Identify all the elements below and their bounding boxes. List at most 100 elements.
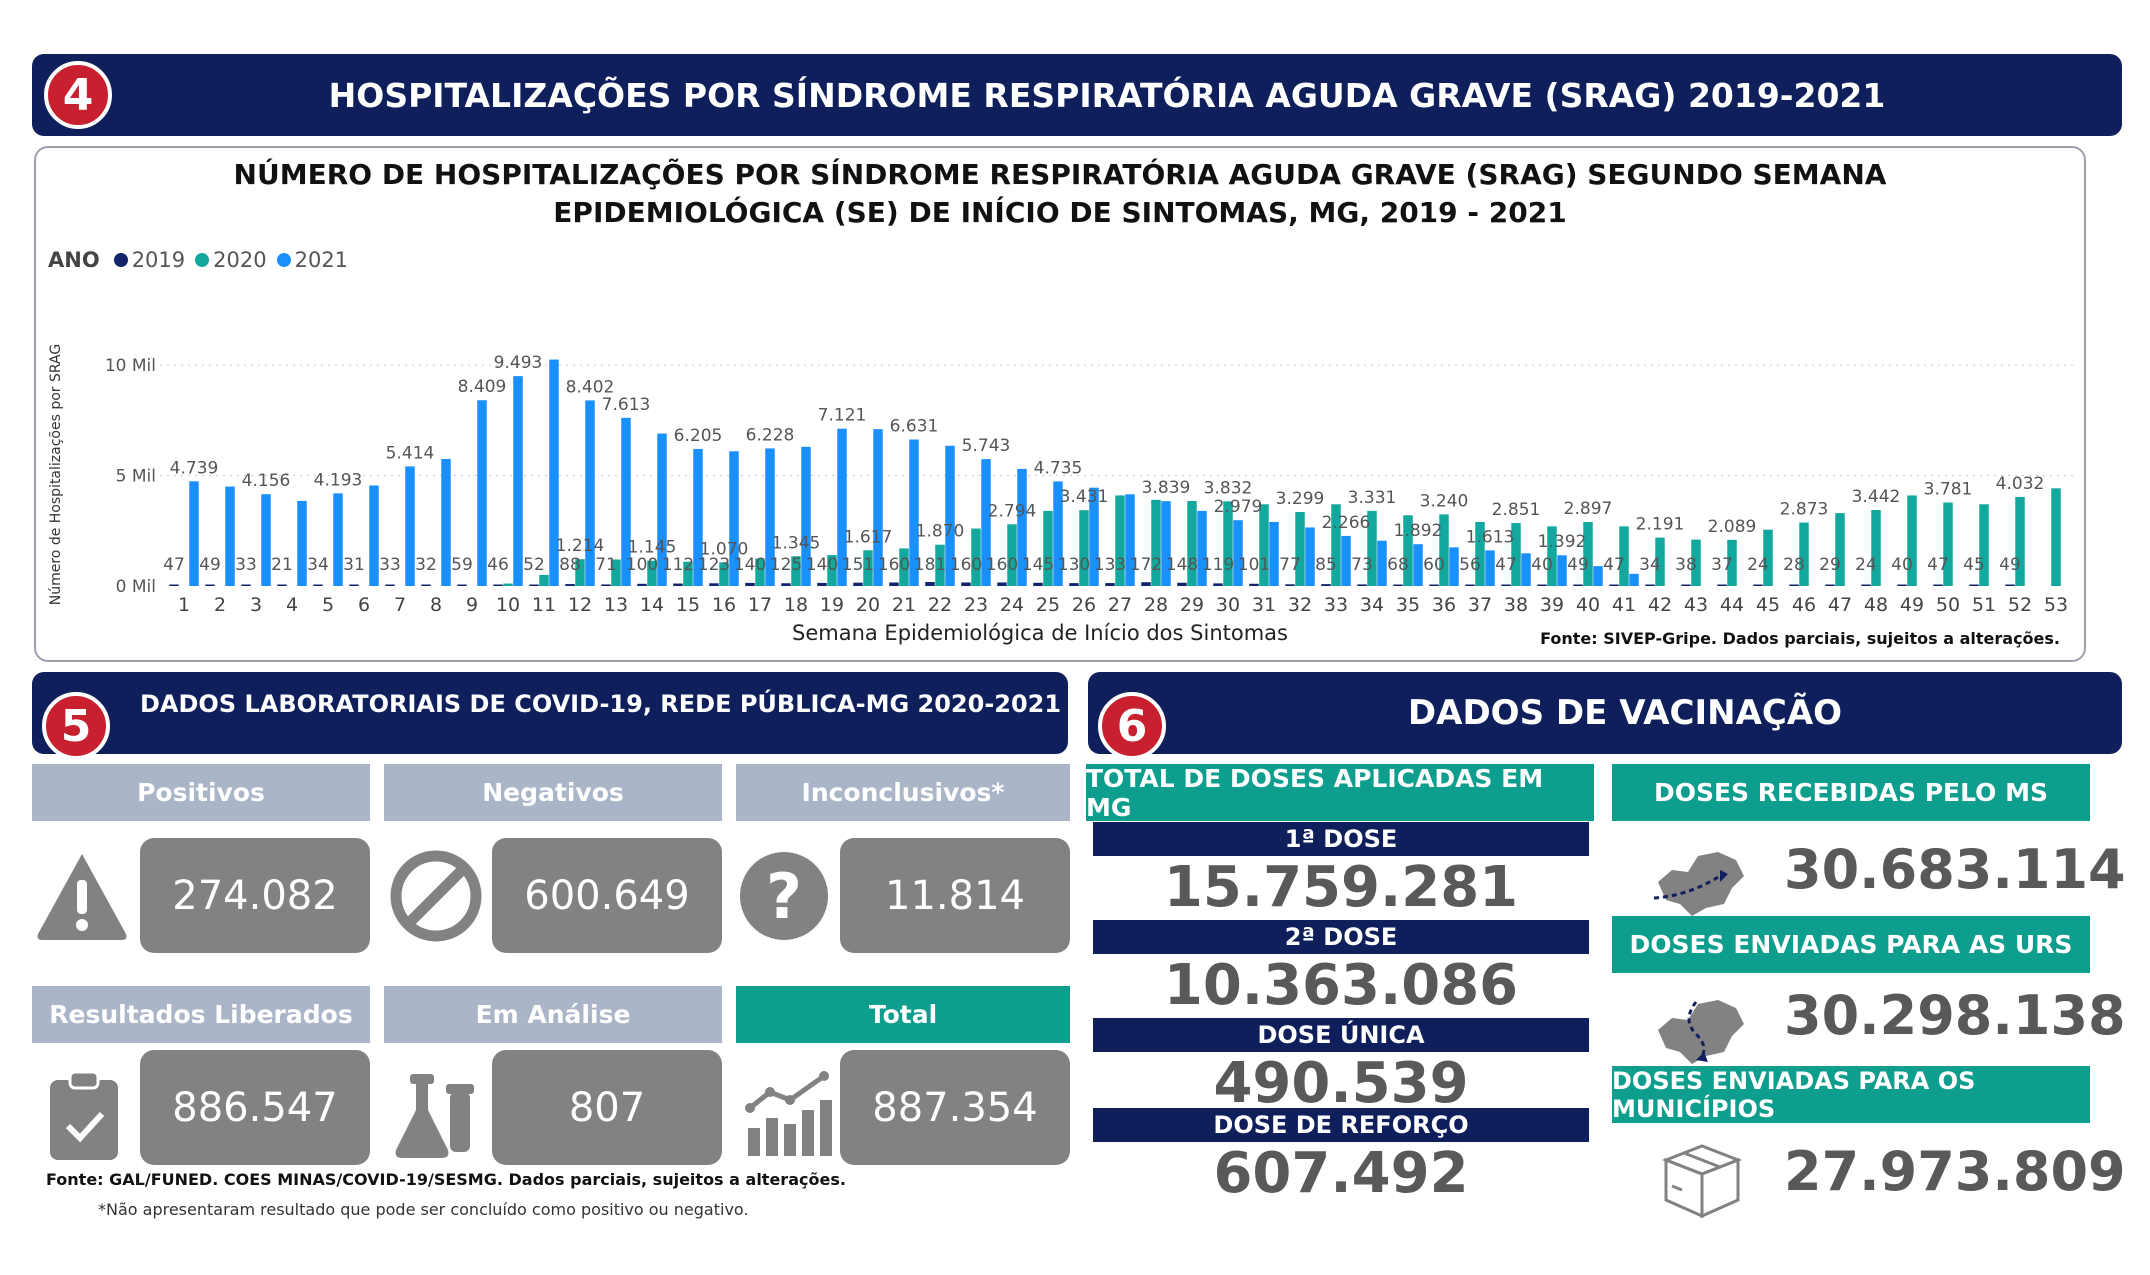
bar-2020-week-46 <box>1799 522 1809 586</box>
bar-2020-week-32 <box>1295 511 1305 586</box>
prohibited-icon <box>390 850 482 942</box>
bar-2019-week-37 <box>1465 584 1475 586</box>
doses-recebidas-header: DOSES RECEBIDAS PELO MS <box>1612 764 2090 821</box>
data-label-2019-week-5: 34 <box>307 555 329 575</box>
bar-2021-week-5 <box>333 493 343 586</box>
data-label-2019-week-17: 140 <box>734 555 766 575</box>
data-label-2021-week-17: 6.228 <box>746 425 795 445</box>
bar-2021-week-4 <box>297 500 307 586</box>
data-label-2019-week-2: 49 <box>199 555 221 575</box>
bar-2019-week-31 <box>1249 583 1259 586</box>
bar-2019-week-20 <box>853 582 863 586</box>
x-tick-label: 5 <box>322 594 334 616</box>
svg-text:?: ? <box>766 860 802 933</box>
y-tick-label: 10 Mil <box>105 356 156 376</box>
x-tick-label: 43 <box>1684 594 1708 616</box>
bar-2019-week-49 <box>1897 584 1907 586</box>
data-label-2020-week-38: 2.851 <box>1492 500 1541 520</box>
section6-banner: 6 DADOS DE VACINAÇÃO <box>1088 672 2122 760</box>
bar-2020-week-28 <box>1151 499 1161 586</box>
data-label-2021-week-1: 4.739 <box>170 458 219 478</box>
x-tick-label: 25 <box>1036 594 1060 616</box>
x-tick-label: 52 <box>2008 594 2032 616</box>
data-label-2019-week-36: 60 <box>1423 555 1445 575</box>
legend-item-2021[interactable]: 2021 <box>276 248 348 272</box>
data-label-2019-week-6: 31 <box>343 555 365 575</box>
bar-2019-week-11 <box>529 584 539 586</box>
bar-2020-week-19 <box>827 555 837 586</box>
dose-unica-value: 490.539 <box>1213 1051 1469 1116</box>
negativos-header: Negativos <box>384 764 722 821</box>
question-icon: ? <box>740 852 828 940</box>
data-label-2020-week-40: 2.897 <box>1564 499 1613 519</box>
legend-item-2020[interactable]: 2020 <box>195 248 267 272</box>
srag-bar-chart: Número de Hospitalizações por SRAG 0 Mil 5… <box>48 344 2074 645</box>
data-label-2019-week-30: 119 <box>1202 555 1234 575</box>
bar-2020-week-25 <box>1043 510 1053 586</box>
data-label-2019-week-45: 24 <box>1747 555 1769 575</box>
dose-unica-header: DOSE ÚNICA <box>1093 1018 1589 1052</box>
x-tick-label: 3 <box>250 594 262 616</box>
bar-2021-week-15 <box>693 448 703 586</box>
x-tick-label: 51 <box>1972 594 1996 616</box>
data-label-2019-week-16: 123 <box>698 555 730 575</box>
bar-2020-week-44 <box>1727 539 1737 586</box>
bar-2020-week-12 <box>575 559 585 586</box>
bar-2021-week-20 <box>873 429 883 586</box>
data-label-2019-week-34: 73 <box>1351 555 1373 575</box>
x-tick-label: 31 <box>1252 594 1276 616</box>
bar-2020-week-42 <box>1655 537 1665 586</box>
doses-urs-header: DOSES ENVIADAS PARA AS URS <box>1612 916 2090 973</box>
bar-2020-week-36 <box>1439 514 1449 586</box>
x-tick-label: 13 <box>604 594 628 616</box>
legend-item-2019[interactable]: 2019 <box>113 248 185 272</box>
data-label-2019-week-1: 47 <box>163 555 185 575</box>
bar-2019-week-1 <box>169 584 179 586</box>
bar-2019-week-44 <box>1717 584 1727 586</box>
data-label-2021-week-33: 2.266 <box>1322 513 1371 533</box>
x-tick-label: 8 <box>430 594 442 616</box>
data-label-2019-week-44: 37 <box>1711 555 1733 575</box>
clipboard-check-icon <box>50 1070 118 1160</box>
resultados-liberados-header: Resultados Liberados <box>32 986 370 1043</box>
data-label-2019-week-18: 125 <box>770 555 802 575</box>
data-label-2020-week-26: 3.431 <box>1060 487 1109 507</box>
bar-2020-week-51 <box>1979 504 1989 586</box>
x-tick-label: 19 <box>820 594 844 616</box>
bar-2019-week-26 <box>1069 583 1079 586</box>
data-label-2019-week-32: 77 <box>1279 555 1301 575</box>
resultados-liberados-value: 886.547 <box>140 1050 370 1165</box>
bar-2019-week-38 <box>1501 584 1511 586</box>
doses-municipios-value: 27.973.809 <box>1784 1140 2126 1203</box>
y-tick-label: 0 Mil <box>116 577 156 597</box>
x-tick-label: 49 <box>1900 594 1924 616</box>
bar-2021-week-32 <box>1305 527 1315 586</box>
x-tick-label: 41 <box>1612 594 1636 616</box>
x-tick-label: 26 <box>1072 594 1096 616</box>
bar-2021-week-16 <box>729 451 739 586</box>
positivos-value: 274.082 <box>140 838 370 953</box>
legend-dot-2021 <box>276 253 291 267</box>
data-label-2019-week-39: 40 <box>1531 555 1553 575</box>
data-label-2021-week-21: 6.631 <box>890 417 939 437</box>
bar-2019-week-2 <box>205 584 215 586</box>
x-tick-label: 38 <box>1504 594 1528 616</box>
data-label-2020-week-32: 3.299 <box>1276 489 1325 509</box>
data-label-2019-week-23: 160 <box>950 555 982 575</box>
data-label-2021-week-12: 8.402 <box>566 377 615 397</box>
doses-recebidas-value: 30.683.114 <box>1784 838 2126 901</box>
bar-2019-week-16 <box>709 583 719 586</box>
x-tick-label: 27 <box>1108 594 1132 616</box>
bar-2021-week-36 <box>1449 547 1459 586</box>
bar-2021-week-39 <box>1557 555 1567 586</box>
bar-2019-week-45 <box>1753 584 1763 586</box>
bar-2019-week-13 <box>601 584 611 586</box>
x-tick-label: 50 <box>1936 594 1960 616</box>
x-tick-label: 32 <box>1288 594 1312 616</box>
bar-2019-week-4 <box>277 584 287 586</box>
bar-2021-week-21 <box>909 439 919 586</box>
bar-2021-week-31 <box>1269 521 1279 586</box>
bar-2019-week-36 <box>1429 584 1439 586</box>
bar-2021-week-8 <box>441 458 451 586</box>
bar-2019-week-32 <box>1285 584 1295 586</box>
